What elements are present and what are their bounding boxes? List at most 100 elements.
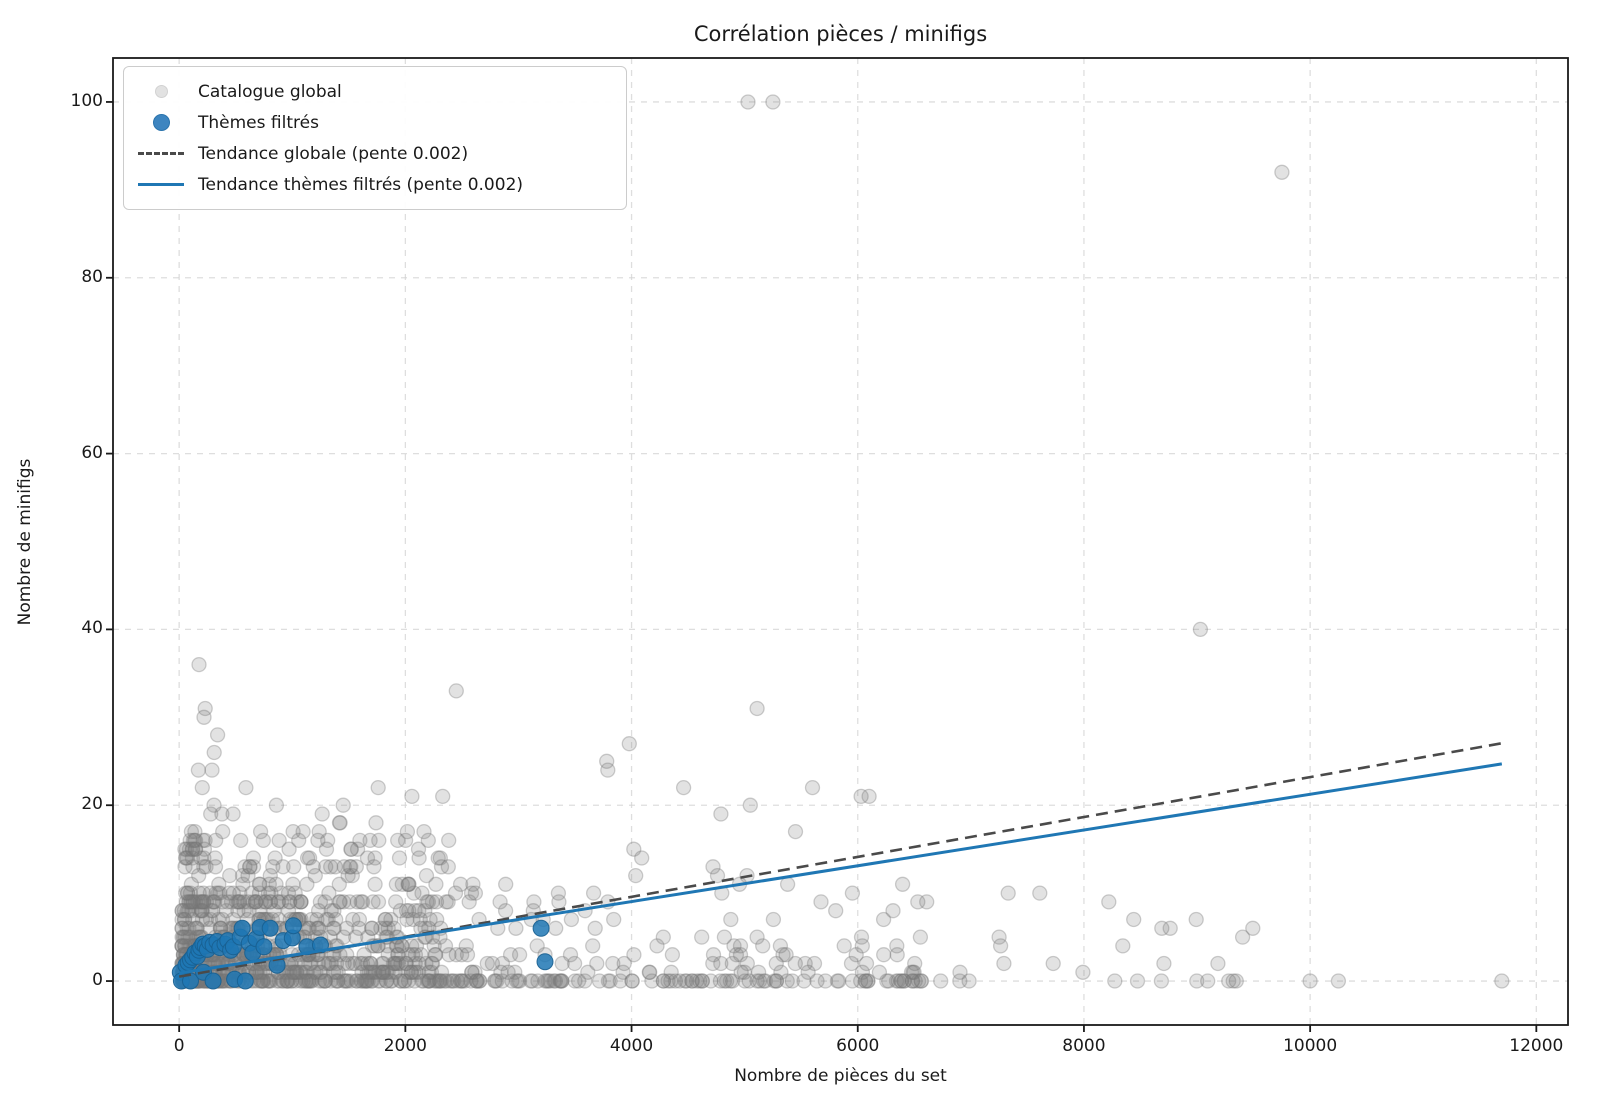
point-catalogue-global (255, 973, 271, 989)
point-catalogue-global (359, 964, 376, 980)
point-catalogue-global (177, 850, 194, 866)
point-catalogue-global (694, 973, 711, 989)
point-catalogue-global (187, 920, 203, 936)
point-catalogue-global (961, 973, 977, 989)
point-catalogue-global (397, 973, 413, 989)
point-catalogue-global (383, 973, 399, 989)
point-catalogue-global (384, 964, 400, 980)
point-catalogue-global (580, 964, 596, 980)
point-catalogue-global (385, 955, 402, 972)
point-catalogue-global (289, 964, 305, 980)
point-catalogue-global (444, 973, 461, 989)
point-catalogue-global (787, 823, 804, 840)
point-catalogue-global (400, 973, 417, 989)
point-catalogue-global (829, 973, 846, 989)
point-catalogue-global (374, 964, 390, 980)
point-theme-filtre (233, 919, 251, 937)
point-catalogue-global (331, 876, 347, 892)
point-catalogue-global (323, 973, 339, 989)
point-catalogue-global (387, 955, 403, 972)
point-catalogue-global (424, 894, 441, 910)
point-catalogue-global (310, 832, 326, 849)
point-catalogue-global (626, 841, 642, 857)
point-catalogue-global (732, 947, 749, 963)
point-catalogue-global (471, 973, 488, 989)
point-catalogue-global (363, 920, 380, 936)
point-catalogue-global (524, 973, 540, 989)
point-catalogue-global (203, 806, 219, 822)
point-catalogue-global (844, 973, 861, 989)
point-catalogue-global (407, 903, 423, 919)
point-catalogue-global (407, 947, 424, 963)
point-catalogue-global (293, 964, 309, 980)
y-axis-label: Nombre de minifigs (15, 458, 35, 626)
point-catalogue-global (275, 973, 291, 989)
axes-frame (112, 57, 1569, 1026)
point-catalogue-global (500, 964, 516, 980)
point-catalogue-global (211, 876, 227, 892)
point-catalogue-global (253, 973, 269, 989)
point-catalogue-global (628, 867, 644, 884)
y-tick-label: 0 (92, 970, 103, 991)
point-catalogue-global (642, 964, 658, 980)
point-catalogue-global (351, 920, 367, 936)
point-catalogue-global (259, 973, 276, 989)
legend-item-tendance-filtres: Tendance thèmes filtrés (pente 0.002) (124, 169, 614, 200)
point-catalogue-global (440, 894, 456, 910)
point-catalogue-global (1156, 955, 1172, 972)
point-catalogue-global (323, 955, 339, 972)
point-catalogue-global (263, 885, 279, 901)
point-catalogue-global (663, 964, 679, 980)
point-catalogue-global (374, 955, 390, 972)
x-tick-label: 4000 (609, 1036, 654, 1056)
point-catalogue-global (435, 788, 451, 805)
point-catalogue-global (267, 850, 283, 866)
point-catalogue-global (467, 885, 484, 901)
point-catalogue-global (404, 938, 420, 954)
point-catalogue-global (174, 911, 190, 928)
point-catalogue-global (196, 841, 213, 857)
point-catalogue-global (284, 973, 300, 989)
legend-item-catalogue-global: Catalogue global (124, 76, 614, 107)
point-catalogue-global (378, 973, 395, 989)
point-catalogue-global (337, 973, 354, 989)
point-catalogue-global (340, 867, 356, 884)
point-catalogue-global (176, 911, 193, 928)
y-tick-label: 80 (81, 266, 103, 287)
point-catalogue-global (458, 938, 474, 954)
point-catalogue-global (1188, 911, 1204, 928)
point-catalogue-global (1129, 973, 1146, 989)
point-catalogue-global (335, 894, 352, 910)
point-catalogue-global (281, 841, 297, 857)
point-catalogue-global (751, 973, 768, 989)
point-catalogue-global (308, 964, 324, 980)
point-catalogue-global (336, 859, 352, 875)
point-catalogue-global (316, 973, 333, 989)
point-catalogue-global (386, 920, 402, 936)
point-catalogue-global (992, 938, 1009, 954)
point-catalogue-global (260, 885, 277, 901)
y-tick-label: 20 (81, 794, 103, 815)
point-catalogue-global (418, 955, 434, 972)
point-catalogue-global (415, 973, 432, 989)
point-catalogue-global (724, 955, 740, 972)
point-catalogue-global (388, 894, 404, 910)
point-catalogue-global (348, 973, 365, 989)
point-catalogue-global (286, 859, 302, 875)
point-catalogue-global (599, 753, 615, 769)
point-catalogue-global (210, 885, 226, 901)
point-catalogue-global (191, 885, 207, 901)
point-catalogue-global (178, 841, 195, 857)
point-catalogue-global (320, 955, 336, 972)
point-catalogue-global (182, 929, 198, 945)
point-catalogue-global (526, 894, 542, 910)
point-catalogue-global (408, 964, 424, 980)
point-catalogue-global (562, 947, 579, 963)
point-catalogue-global (449, 973, 466, 989)
point-catalogue-global (279, 973, 295, 989)
point-catalogue-global (831, 973, 847, 989)
point-catalogue-global (206, 744, 222, 761)
point-catalogue-global (248, 964, 265, 980)
point-catalogue-global (175, 929, 191, 945)
point-catalogue-global (301, 920, 317, 936)
